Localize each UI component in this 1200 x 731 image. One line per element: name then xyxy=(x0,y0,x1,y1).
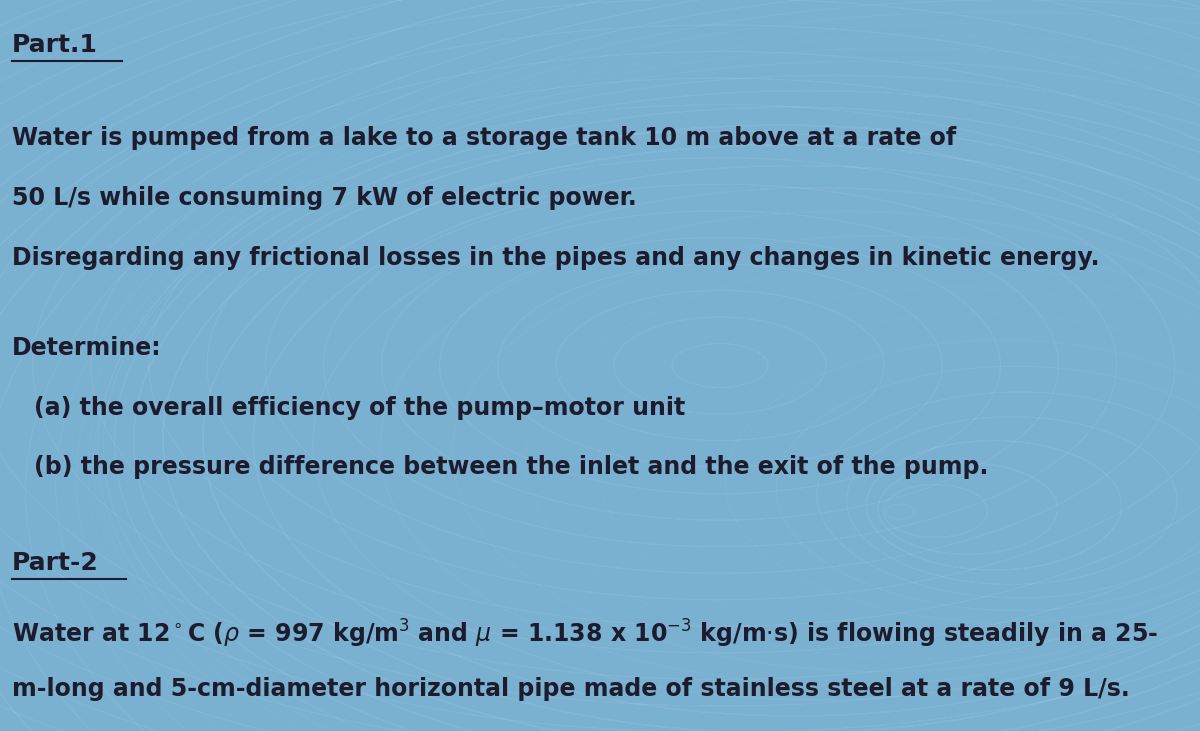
Text: (a) the overall efficiency of the pump–motor unit: (a) the overall efficiency of the pump–m… xyxy=(34,395,685,420)
Text: m-long and 5-cm-diameter horizontal pipe made of stainless steel at a rate of 9 : m-long and 5-cm-diameter horizontal pipe… xyxy=(12,677,1129,701)
Text: Determine:: Determine: xyxy=(12,336,162,360)
Text: Water is pumped from a lake to a storage tank 10 m above at a rate of: Water is pumped from a lake to a storage… xyxy=(12,126,956,150)
Text: Part-2: Part-2 xyxy=(12,551,98,575)
Text: 50 L/s while consuming 7 kW of electric power.: 50 L/s while consuming 7 kW of electric … xyxy=(12,186,637,210)
Text: Water at 12$^\circ$C ($\rho$ = 997 kg/m$^{3}$ and $\mu$ = 1.138 x 10$^{-3}$ kg/m: Water at 12$^\circ$C ($\rho$ = 997 kg/m$… xyxy=(12,617,1158,650)
Text: (b) the pressure difference between the inlet and the exit of the pump.: (b) the pressure difference between the … xyxy=(34,455,988,480)
Text: Part.1: Part.1 xyxy=(12,33,98,57)
Text: Disregarding any frictional losses in the pipes and any changes in kinetic energ: Disregarding any frictional losses in th… xyxy=(12,246,1099,270)
